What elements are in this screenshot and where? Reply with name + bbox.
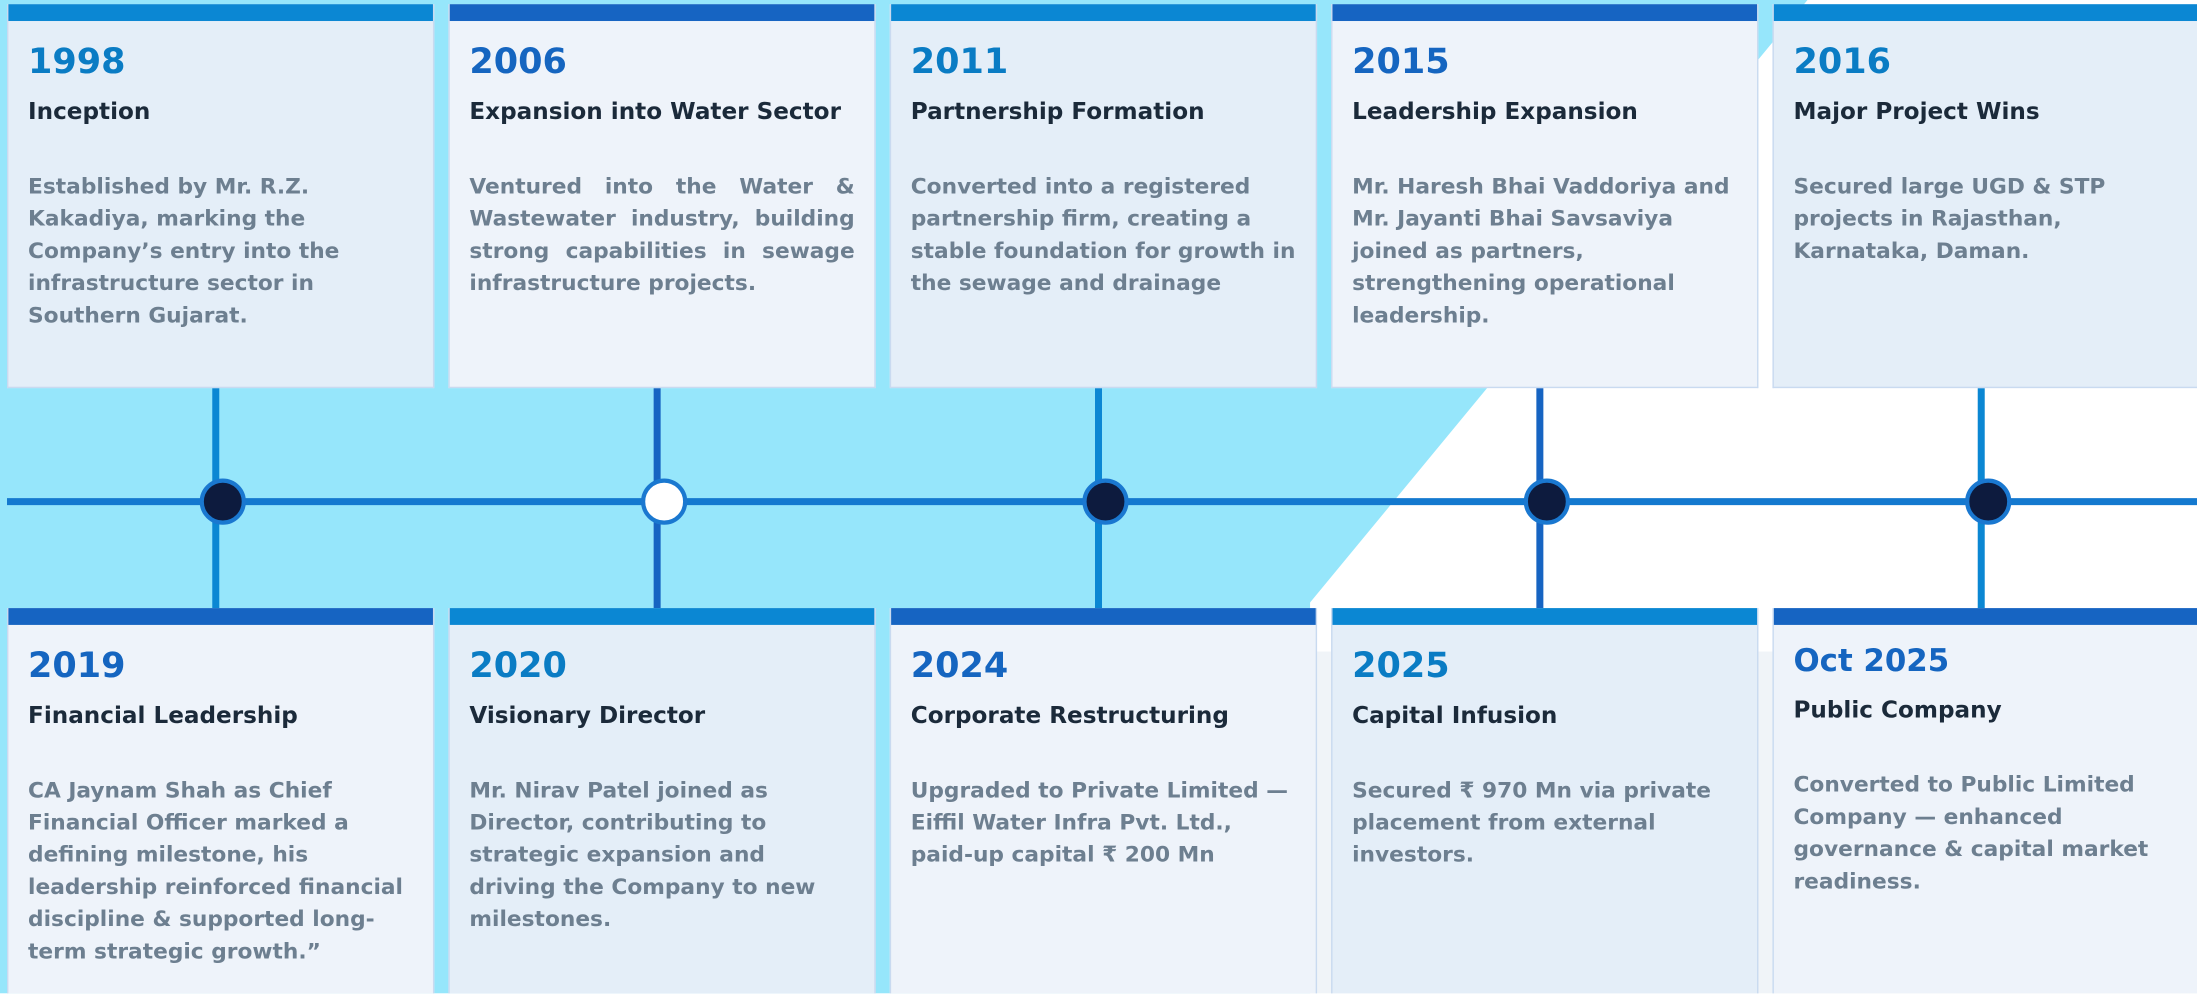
milestone-title: Financial Leadership [28, 701, 298, 729]
milestone-card: 2011 Partnership Formation Converted into … [889, 4, 1318, 389]
milestone-text: Secured large UGD & STP projects in Raja… [1793, 173, 2106, 264]
milestone-card: 2015 Leadership Expansion Mr. Haresh Bhai … [1331, 4, 1759, 389]
milestone-title: Inception [28, 98, 151, 125]
card-accent [449, 4, 875, 22]
milestone-card: 1998 Inception Established by Mr. R.Z. Kak… [7, 4, 435, 389]
milestone-year: 2019 [28, 644, 126, 686]
card-accent [449, 608, 875, 625]
milestone-year: Oct 2025 [1793, 644, 1950, 680]
milestone-text: Secured ₹ 970 Mn via private placement f… [1352, 777, 1712, 868]
card-accent [8, 4, 433, 22]
milestone-title: Leadership Expansion [1352, 98, 1638, 125]
milestone-text: Ventured into the Water & Wastewater ind… [469, 173, 855, 296]
card-accent [1773, 608, 2197, 625]
milestone-year: 2015 [1352, 40, 1450, 82]
milestone-card: 2006 Expansion into Water Sector Ventured … [448, 4, 876, 389]
milestone-card: 2019 Financial Leadership CA Jaynam Shah a… [7, 608, 435, 994]
milestone-title: Corporate Restructuring [910, 701, 1229, 729]
milestone-year: 2020 [469, 644, 567, 686]
card-accent [891, 608, 1316, 625]
milestone-card: 2020 Visionary Director Mr. Nirav Patel jo… [448, 608, 876, 994]
milestone-title: Major Project Wins [1793, 98, 2040, 125]
milestone-text: Established by Mr. R.Z. Kakadiya, markin… [28, 173, 340, 328]
timeline-node [199, 478, 246, 525]
milestone-text: Upgraded to Private Limited — Eiffil Wat… [910, 777, 1288, 868]
milestone-year: 1998 [28, 40, 126, 82]
milestone-year: 2025 [1352, 644, 1450, 686]
milestone-text: Converted into a registered partnership … [910, 173, 1296, 296]
card-accent [1332, 4, 1758, 22]
milestone-year: 2024 [910, 644, 1009, 686]
milestone-year: 2016 [1793, 40, 1891, 82]
timeline-node [1082, 478, 1129, 525]
milestone-text: Mr. Nirav Patel joined as Director, cont… [469, 777, 816, 932]
timeline-node [1523, 478, 1570, 525]
milestone-card: 2016 Major Project Wins Secured large UGD … [1772, 4, 2197, 389]
card-accent [8, 608, 433, 625]
milestone-text: Mr. Haresh Bhai Vaddoriya and Mr. Jayant… [1352, 173, 1730, 328]
milestone-card: Oct 2025 Public Company Converted to Publi… [1772, 608, 2197, 994]
milestone-card: 2025 Capital Infusion Secured ₹ 970 Mn via… [1331, 608, 1759, 994]
timeline-node [641, 478, 688, 525]
card-accent [891, 4, 1316, 22]
milestone-title: Public Company [1793, 696, 2002, 723]
card-accent [1773, 4, 2197, 22]
milestone-title: Expansion into Water Sector [469, 98, 841, 125]
milestone-text: CA Jaynam Shah as Chief Financial Office… [28, 777, 404, 964]
milestone-title: Partnership Formation [910, 98, 1205, 125]
timeline-node [1965, 478, 2012, 525]
milestone-title: Visionary Director [469, 701, 706, 729]
milestone-year: 2006 [469, 40, 567, 82]
card-accent [1332, 608, 1758, 625]
milestone-year: 2011 [910, 40, 1009, 82]
milestone-text: Converted to Public Limited Company — en… [1793, 772, 2149, 894]
milestone-title: Capital Infusion [1352, 701, 1558, 729]
milestone-card: 2024 Corporate Restructuring Upgraded to P… [889, 608, 1318, 994]
